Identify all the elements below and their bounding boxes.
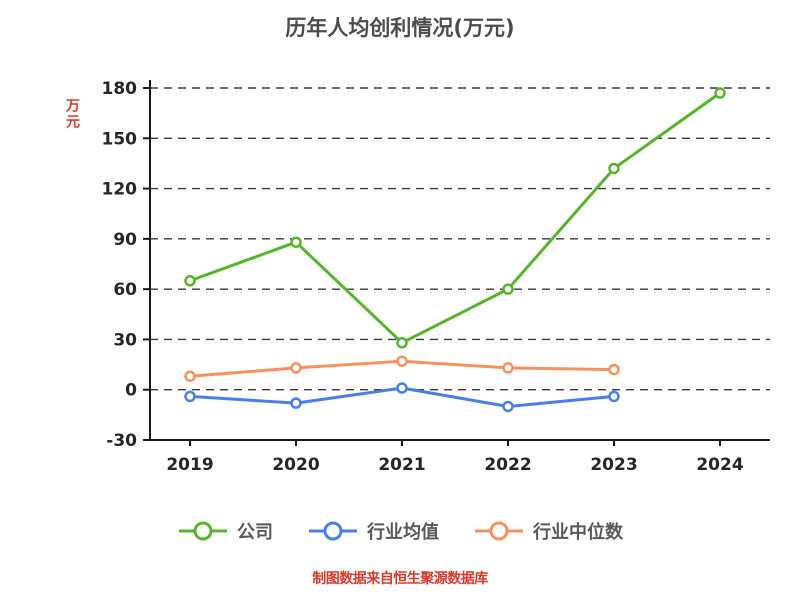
data-point-marker: [502, 400, 514, 413]
footer-note: 制图数据来自恒生聚源数据库: [312, 571, 488, 587]
data-point-marker: [396, 382, 408, 394]
legend-item: 公司: [177, 518, 273, 544]
data-point-marker: [396, 355, 408, 367]
x-tick-label: 2024: [696, 455, 743, 475]
y-tick-label: 120: [102, 180, 138, 200]
x-tick-label: 2023: [590, 455, 637, 475]
y-tick-label: 150: [102, 129, 138, 149]
data-point-marker: [502, 362, 514, 374]
data-point-marker: [502, 283, 514, 295]
legend-label: 行业中位数: [533, 522, 623, 543]
y-tick-label: 90: [113, 230, 137, 250]
data-point-marker: [396, 337, 408, 349]
legend-marker-icon: [309, 521, 357, 541]
x-tick-label: 2022: [484, 455, 531, 475]
legend-item: 行业中位数: [473, 518, 623, 544]
y-tick-label: 30: [113, 330, 137, 350]
legend-item: 行业均值: [307, 518, 439, 544]
x-tick-label: 2019: [166, 455, 213, 475]
y-tick-label: -30: [106, 431, 137, 451]
chart-title: 历年人均创利情况(万元): [285, 16, 515, 40]
legend-label: 公司: [237, 522, 273, 543]
data-point-marker: [608, 363, 620, 376]
y-tick-label: 60: [113, 280, 137, 300]
data-point-marker: [290, 236, 302, 248]
data-point-marker: [290, 397, 302, 409]
data-point-marker: [290, 362, 302, 374]
legend: 公司 行业均值 行业中位数: [0, 518, 800, 544]
data-point-marker: [714, 87, 726, 99]
y-axis-title: 万元: [64, 98, 80, 130]
data-point-marker: [608, 390, 620, 403]
data-point-marker: [184, 390, 196, 403]
data-point-marker: [184, 275, 196, 287]
series-line: [188, 91, 722, 345]
legend-marker-icon: [475, 521, 523, 541]
legend-marker-icon: [179, 521, 227, 541]
y-tick-label: 180: [102, 79, 138, 99]
data-point-marker: [184, 370, 196, 383]
legend-label: 行业均值: [367, 522, 439, 543]
x-tick-label: 2020: [272, 455, 319, 475]
data-point-marker: [608, 162, 620, 175]
x-tick-label: 2021: [378, 455, 425, 475]
y-tick-label: 0: [125, 381, 137, 401]
